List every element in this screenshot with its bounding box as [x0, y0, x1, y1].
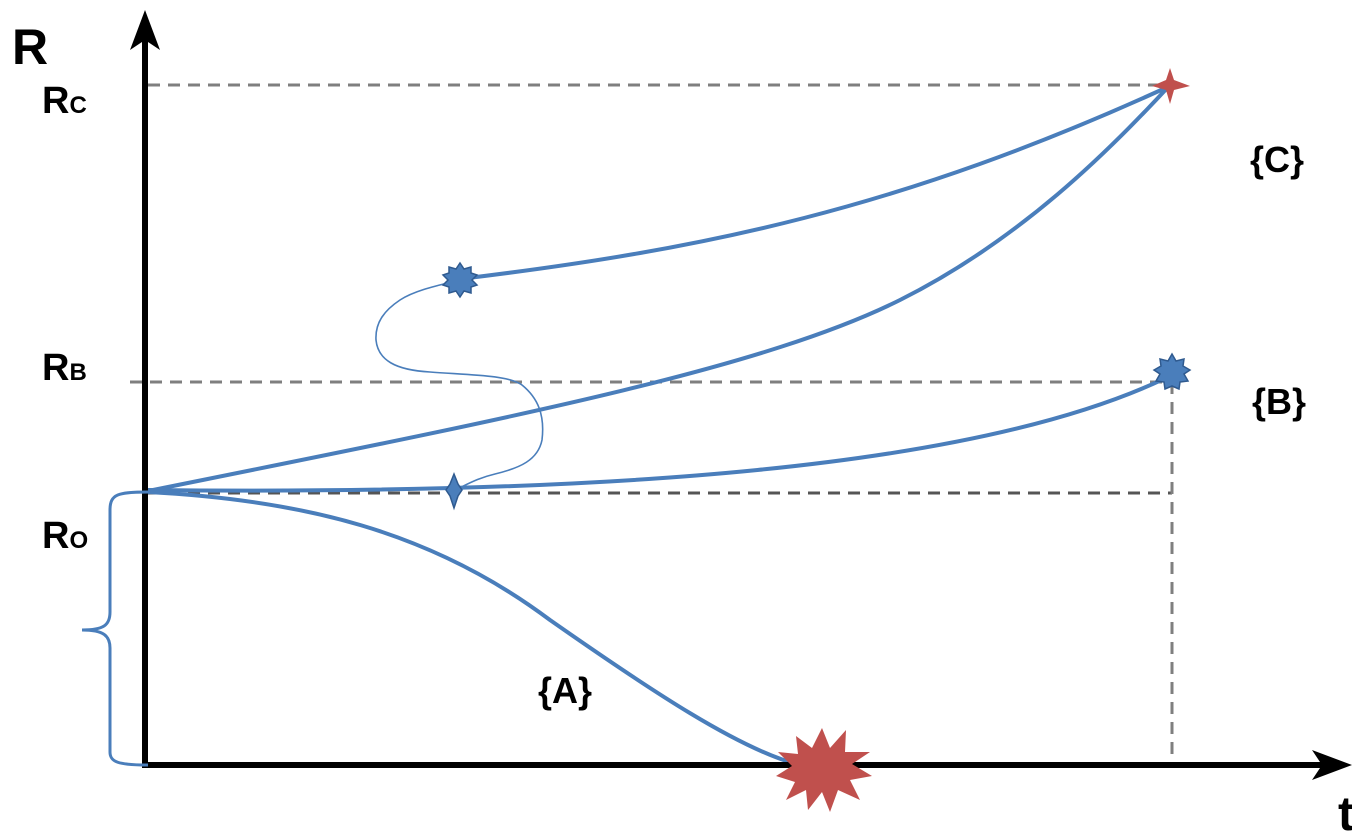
curve-c-from-star — [458, 83, 1174, 281]
curve-a — [146, 490, 802, 767]
svg-text:RB: RB — [42, 347, 87, 389]
axes — [130, 10, 1352, 780]
curves — [146, 83, 1174, 767]
y-axis-label: R — [12, 19, 48, 75]
level-label-ro: RO — [42, 515, 88, 557]
svg-text:RC: RC — [42, 80, 87, 122]
y-axis-arrow-icon — [130, 10, 160, 50]
markers — [441, 68, 1192, 812]
ro-label-sub: O — [69, 527, 88, 554]
x-axis-arrow-icon — [1312, 750, 1352, 780]
ro-range-brace — [81, 490, 149, 767]
region-label-a: {A} — [538, 670, 592, 711]
transition-connector — [375, 279, 544, 491]
level-label-rb: RB — [42, 347, 87, 389]
rb-label-main: R — [42, 347, 69, 389]
blue-star-icon — [1152, 352, 1192, 391]
x-axis-label: t — [1338, 788, 1352, 836]
blue-star-icon — [441, 261, 479, 299]
reference-lines — [130, 83, 1174, 765]
blue-diamond-star-icon — [445, 471, 463, 511]
curve-c-direct — [146, 83, 1172, 493]
ro-label-main: R — [42, 515, 69, 557]
rb-label-sub: B — [69, 359, 86, 386]
red-four-point-star-icon — [1152, 68, 1190, 104]
level-label-rc: RC — [42, 80, 87, 122]
red-burst-icon — [776, 728, 872, 812]
region-label-c: {C} — [1250, 139, 1304, 180]
rc-label-sub: C — [69, 92, 86, 119]
svg-text:RO: RO — [42, 515, 88, 557]
region-label-b: {B} — [1252, 381, 1306, 422]
curve-b — [146, 373, 1174, 493]
rc-label-main: R — [42, 80, 69, 122]
